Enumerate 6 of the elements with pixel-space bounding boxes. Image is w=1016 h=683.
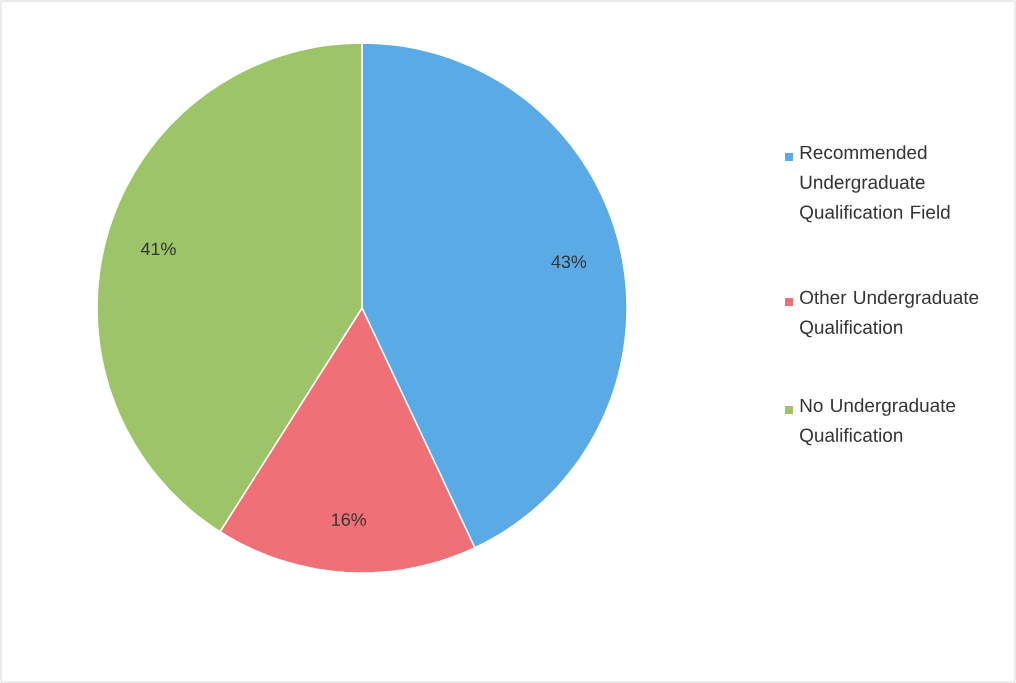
legend-label: No Undergraduate Qualification [800,398,956,446]
legend-label: Recommended Undergraduate Qualification Field [800,145,950,223]
legend-label: Other Undergraduate Qualification [800,290,979,338]
data-label: 43% [551,255,587,269]
data-label: 16% [332,513,367,526]
data-label: 41% [140,242,176,256]
